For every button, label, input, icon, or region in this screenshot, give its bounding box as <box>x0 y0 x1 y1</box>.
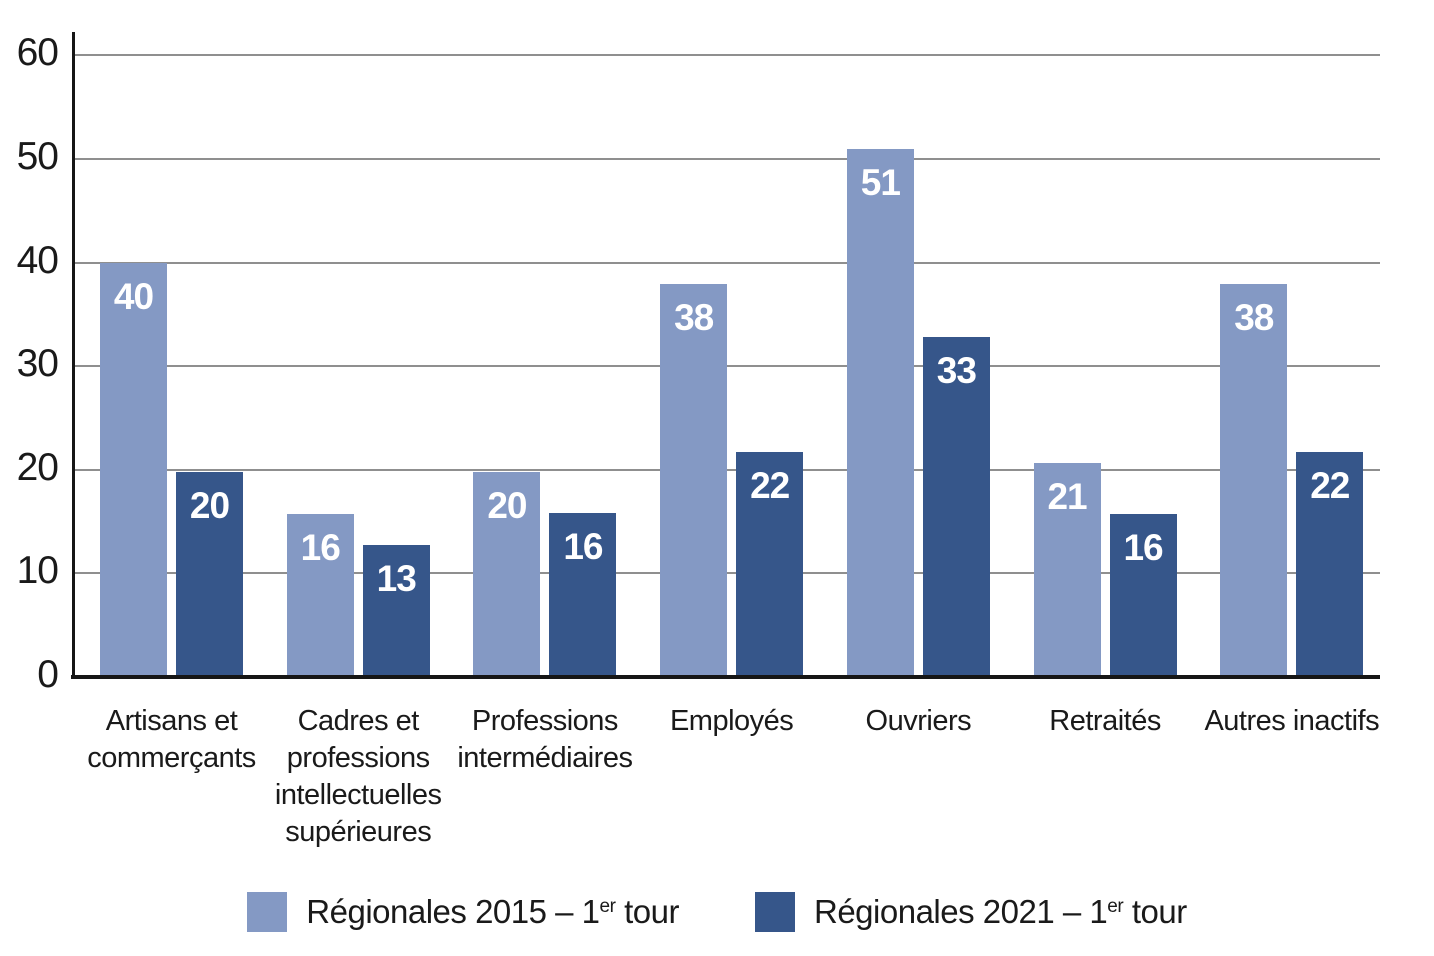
legend-label-superscript: er <box>1107 896 1124 917</box>
legend-label-text: Régionales 2021 – 1 <box>814 893 1108 930</box>
bar-2015: 16 <box>286 514 354 677</box>
legend-swatch <box>755 892 795 932</box>
bar-value-label: 13 <box>376 558 417 600</box>
legend-label: Régionales 2021 – 1er tour <box>814 893 1187 931</box>
legend-label-text: tour <box>1123 893 1187 930</box>
category-label: Professions intermédiaires <box>457 705 633 774</box>
bar-2021: 22 <box>736 452 804 677</box>
y-tick-label: 30 <box>16 342 59 386</box>
y-axis-line <box>72 32 75 679</box>
gridline <box>73 261 1380 264</box>
bar-value-label: 33 <box>936 350 977 392</box>
bar-value-label: 21 <box>1047 475 1087 517</box>
bar-2021: 33 <box>922 337 990 677</box>
gridline <box>73 54 1380 57</box>
gridline <box>73 158 1380 160</box>
category-label: Ouvriers <box>865 705 972 737</box>
y-tick-label: 40 <box>16 238 59 282</box>
legend-swatch <box>247 892 288 932</box>
bar-value-label: 16 <box>300 527 341 569</box>
bar-value-label: 22 <box>1310 465 1350 507</box>
bar-value-label: 40 <box>113 275 154 317</box>
bar-2015: 40 <box>100 262 167 677</box>
bar-2015: 38 <box>660 284 728 677</box>
bar-value-label: 20 <box>487 484 527 526</box>
category-label: Autres inactifs <box>1204 705 1380 737</box>
y-tick-label: 20 <box>16 446 59 490</box>
y-tick-label: 0 <box>37 653 59 697</box>
legend-label: Régionales 2015 – 1er tour <box>306 893 679 931</box>
legend-label-text: Régionales 2015 – 1 <box>306 893 600 930</box>
category-label: Employés <box>669 705 794 737</box>
y-tick-label: 10 <box>16 549 59 593</box>
bar-2021: 16 <box>1109 514 1177 677</box>
category-label: Retraités <box>1049 705 1161 737</box>
bar-2021: 13 <box>362 545 430 677</box>
x-axis-line <box>71 675 1380 679</box>
legend-item: Régionales 2015 – 1er tour <box>247 892 679 932</box>
bar-value-label: 51 <box>860 161 901 203</box>
category-label: Artisans et commerçants <box>87 705 256 774</box>
bar-2015: 38 <box>1220 284 1288 677</box>
bar-value-label: 20 <box>189 484 230 526</box>
bar-2015: 21 <box>1033 462 1101 677</box>
bar-value-label: 22 <box>750 465 790 507</box>
bar-2015: 20 <box>473 471 541 677</box>
bar-value-label: 38 <box>1234 297 1274 339</box>
y-tick-label: 50 <box>16 135 59 179</box>
bar-value-label: 16 <box>563 526 603 568</box>
legend-label-text: tour <box>615 893 679 930</box>
bar-2021: 22 <box>1296 452 1364 677</box>
bar-value-label: 38 <box>674 297 714 339</box>
bar-2021: 20 <box>176 471 243 677</box>
bar-2021: 16 <box>549 513 617 677</box>
legend: Régionales 2015 – 1er tour Régionales 202… <box>0 892 1434 932</box>
bar-2015: 51 <box>846 148 914 677</box>
legend-label-superscript: er <box>599 896 616 917</box>
legend-item: Régionales 2021 – 1er tour <box>755 892 1187 932</box>
y-tick-label: 60 <box>16 31 59 75</box>
category-label: Cadres et professions intellectuelles su… <box>274 705 442 848</box>
bar-value-label: 16 <box>1123 527 1163 569</box>
